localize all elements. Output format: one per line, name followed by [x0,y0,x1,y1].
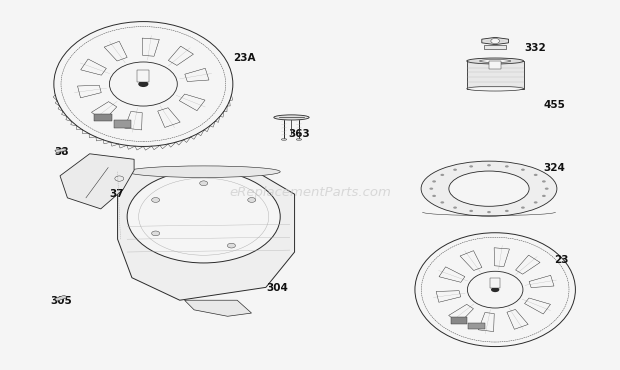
Circle shape [138,81,148,87]
Circle shape [545,188,549,190]
Text: 324: 324 [543,164,565,174]
Bar [490,278,500,288]
Text: 37: 37 [109,189,124,199]
Text: 332: 332 [525,43,547,53]
Circle shape [440,174,444,176]
Circle shape [432,180,436,182]
Circle shape [542,195,546,197]
Text: 38: 38 [54,147,68,157]
FancyBboxPatch shape [484,45,506,50]
Polygon shape [482,37,508,45]
Circle shape [521,169,525,171]
Circle shape [430,188,433,190]
Circle shape [152,198,159,202]
Circle shape [521,206,525,209]
Circle shape [505,165,509,168]
Circle shape [534,174,538,176]
Ellipse shape [281,139,286,140]
Circle shape [487,164,491,166]
Ellipse shape [127,166,280,178]
Circle shape [152,231,159,236]
Ellipse shape [479,60,511,63]
Ellipse shape [127,171,280,263]
Circle shape [469,165,473,168]
Circle shape [542,180,546,182]
Bar [138,70,149,82]
Text: 455: 455 [543,100,565,110]
Ellipse shape [449,171,529,206]
FancyBboxPatch shape [94,114,112,121]
Polygon shape [118,172,294,300]
Polygon shape [185,300,252,316]
FancyBboxPatch shape [469,323,484,329]
Ellipse shape [274,115,309,120]
Circle shape [200,181,208,186]
Ellipse shape [467,86,523,91]
Ellipse shape [421,161,557,216]
Text: 23: 23 [554,255,569,265]
Polygon shape [55,148,66,153]
FancyBboxPatch shape [113,120,131,128]
Circle shape [228,243,236,248]
Circle shape [453,206,457,209]
Circle shape [453,169,457,171]
Circle shape [505,210,509,212]
FancyBboxPatch shape [467,61,523,89]
Ellipse shape [467,58,523,64]
Text: 305: 305 [51,296,73,306]
FancyBboxPatch shape [489,61,502,69]
Text: 23A: 23A [233,53,255,63]
Circle shape [491,38,500,44]
Text: 363: 363 [288,129,310,139]
Circle shape [248,198,256,202]
FancyBboxPatch shape [451,317,467,324]
Circle shape [491,287,499,292]
Ellipse shape [296,139,302,140]
Circle shape [469,210,473,212]
Circle shape [487,211,491,213]
Circle shape [432,195,436,197]
Text: eReplacementParts.com: eReplacementParts.com [229,186,391,199]
Circle shape [440,201,444,204]
Text: 304: 304 [267,283,289,293]
Polygon shape [55,295,66,301]
Polygon shape [60,154,134,209]
Circle shape [534,201,538,204]
